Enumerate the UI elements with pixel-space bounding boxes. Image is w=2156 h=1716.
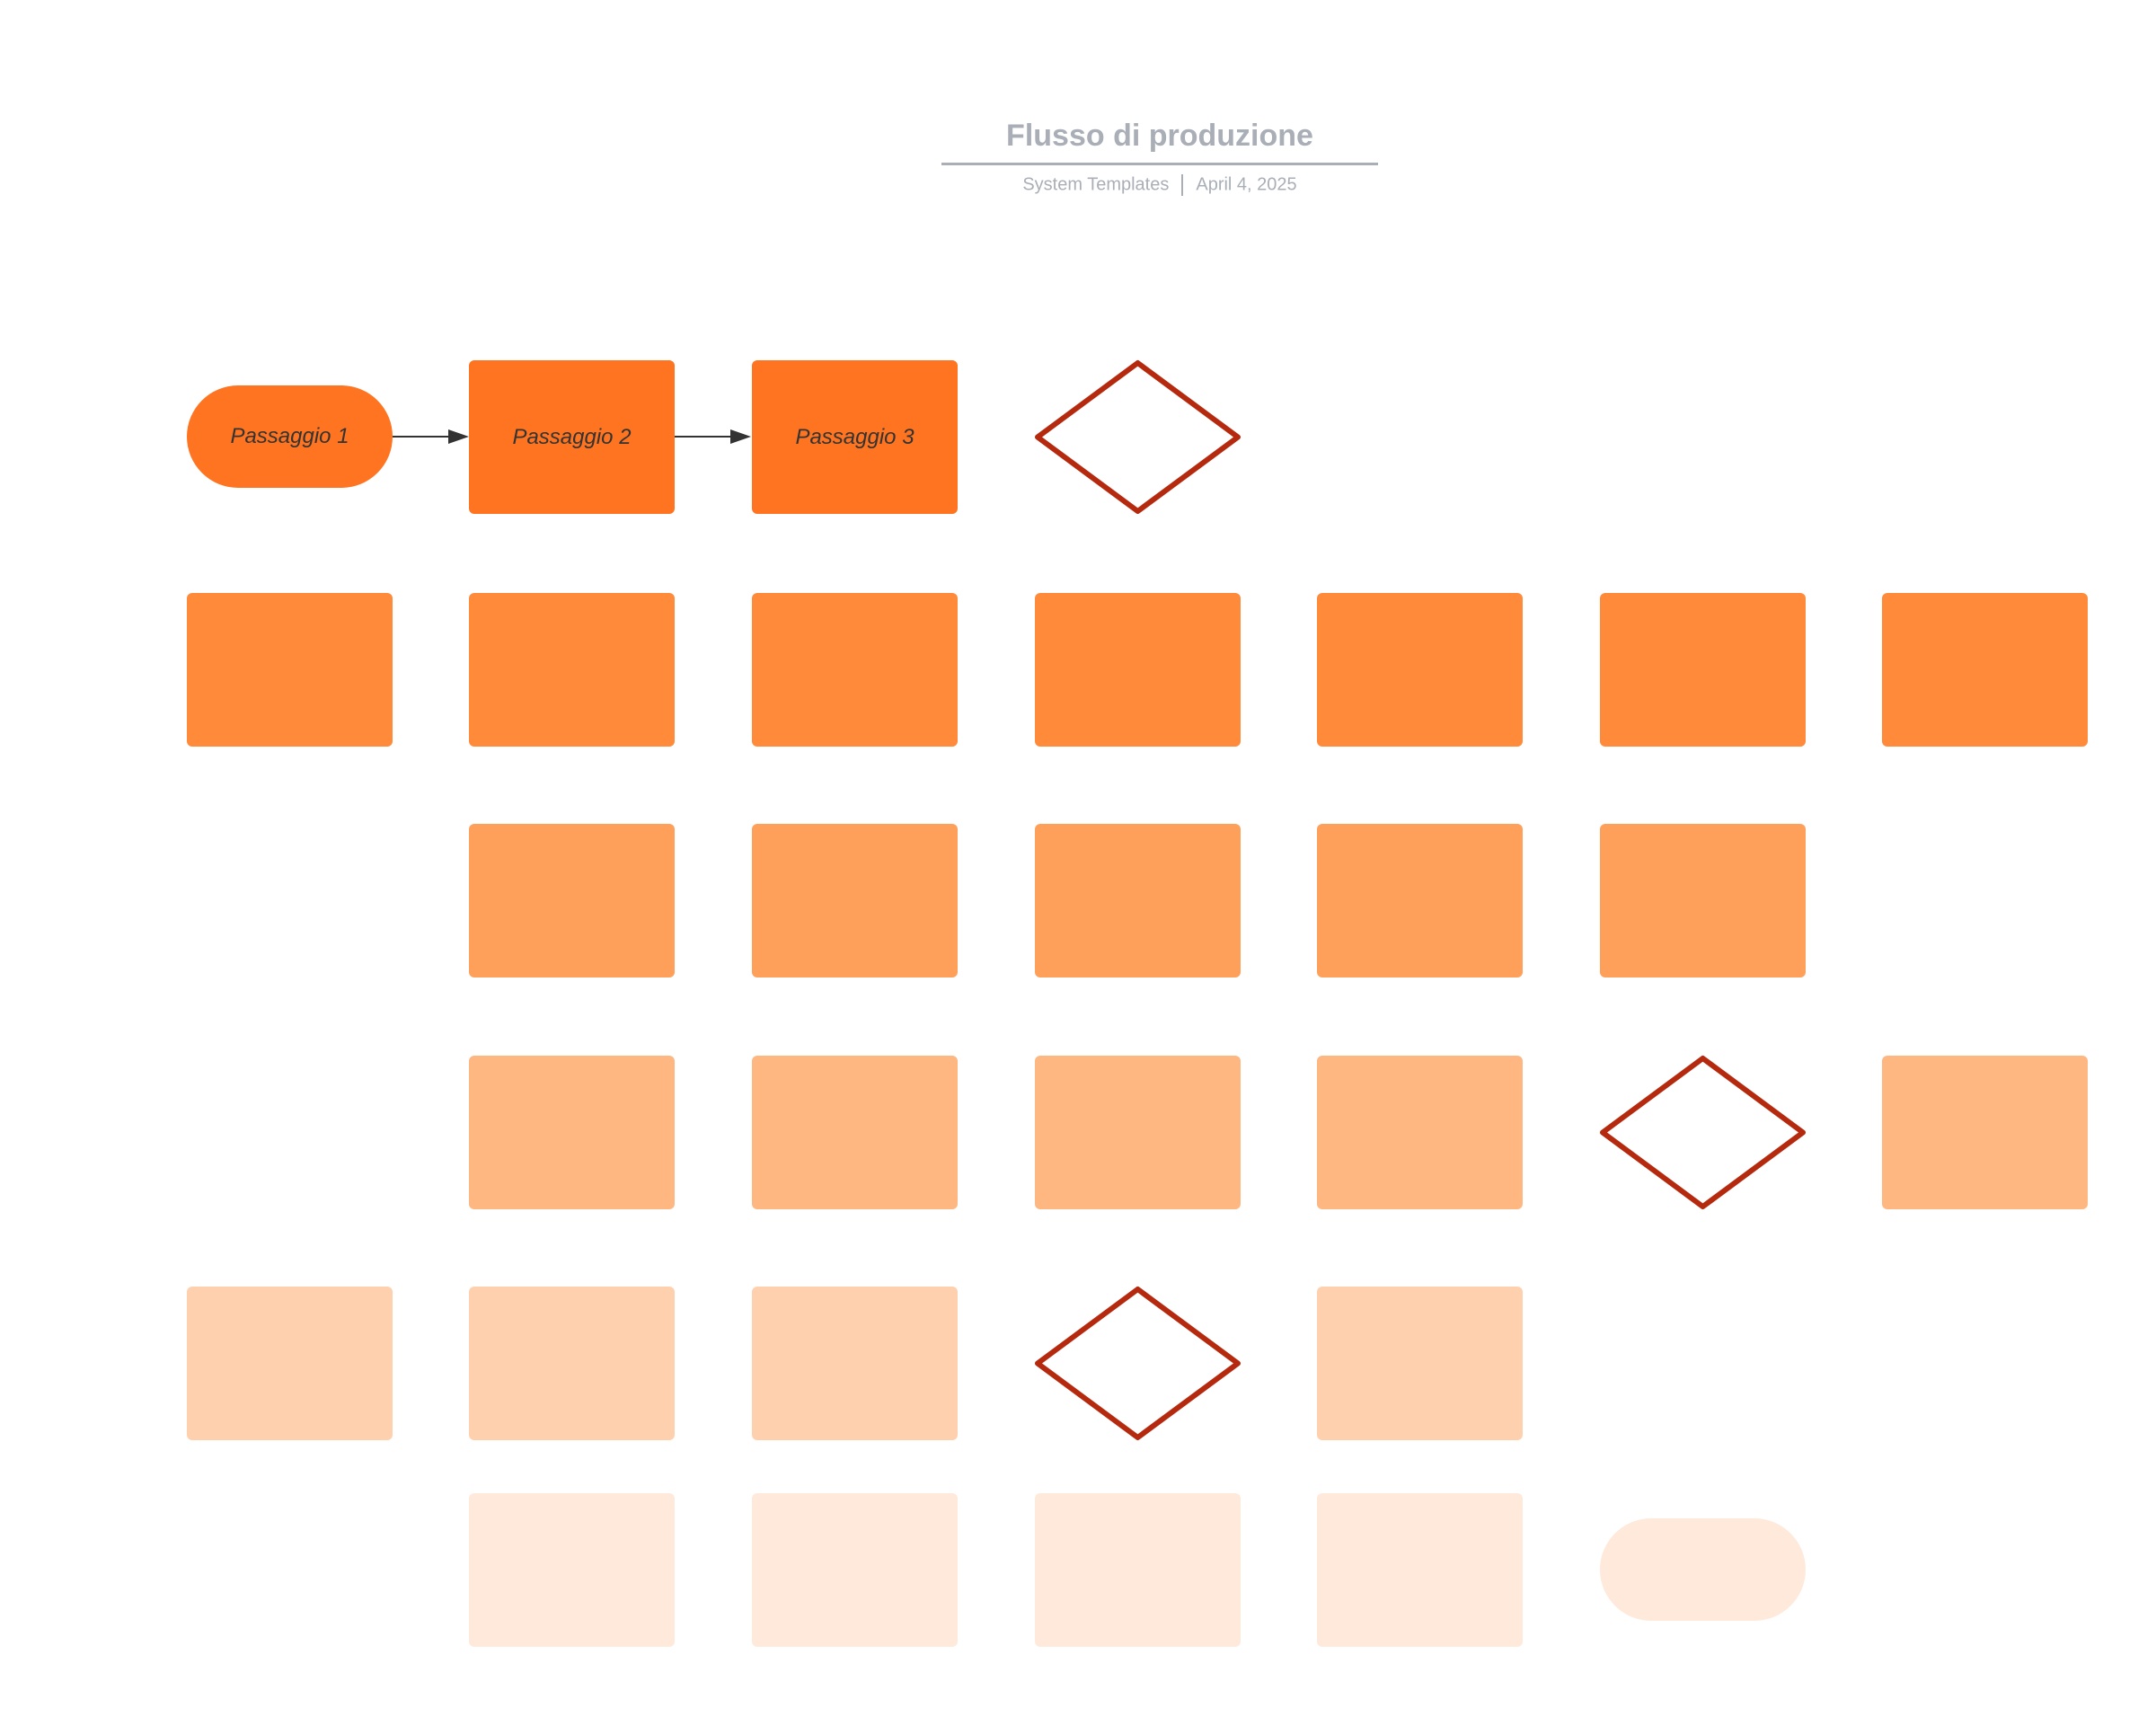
process-step-2[interactable]: Passaggio 2 xyxy=(469,360,675,514)
date: April 4, 2025 xyxy=(1196,174,1297,195)
process-shape[interactable] xyxy=(752,1056,958,1209)
process-shape[interactable] xyxy=(1035,824,1241,977)
process-shape[interactable] xyxy=(469,1493,675,1647)
separator xyxy=(1181,174,1184,196)
process-shape[interactable] xyxy=(1035,1493,1241,1647)
step-label: Passaggio 2 xyxy=(512,424,632,449)
process-shape[interactable] xyxy=(187,593,393,747)
connector-arrow[interactable] xyxy=(393,428,473,446)
process-step-3[interactable]: Passaggio 3 xyxy=(752,360,958,514)
step-label: Passaggio 3 xyxy=(795,424,915,449)
title-underline xyxy=(941,163,1378,165)
step-label: Passaggio 1 xyxy=(230,424,349,448)
process-shape[interactable] xyxy=(187,1287,393,1440)
decision-shape[interactable] xyxy=(1035,360,1241,514)
subtitle: System Templates April 4, 2025 xyxy=(941,174,1378,196)
process-shape[interactable] xyxy=(469,824,675,977)
process-shape[interactable] xyxy=(1317,824,1523,977)
process-shape[interactable] xyxy=(1882,1056,2088,1209)
page-title: Flusso di produzione xyxy=(1006,119,1313,153)
author: System Templates xyxy=(1022,174,1170,195)
process-shape[interactable] xyxy=(1882,593,2088,747)
process-shape[interactable] xyxy=(469,1287,675,1440)
process-shape[interactable] xyxy=(1317,1056,1523,1209)
process-shape[interactable] xyxy=(1035,593,1241,747)
process-shape[interactable] xyxy=(1317,593,1523,747)
process-shape[interactable] xyxy=(469,593,675,747)
decision-shape[interactable] xyxy=(1600,1056,1806,1209)
process-shape[interactable] xyxy=(752,1287,958,1440)
process-shape[interactable] xyxy=(752,593,958,747)
decision-shape[interactable] xyxy=(1035,1287,1241,1440)
process-shape[interactable] xyxy=(752,824,958,977)
process-shape[interactable] xyxy=(1600,593,1806,747)
process-shape[interactable] xyxy=(1317,1493,1523,1647)
process-shape[interactable] xyxy=(752,1493,958,1647)
connector-arrow[interactable] xyxy=(675,428,755,446)
process-shape[interactable] xyxy=(1035,1056,1241,1209)
terminator-step-1[interactable]: Passaggio 1 xyxy=(187,385,393,488)
process-shape[interactable] xyxy=(1317,1287,1523,1440)
process-shape[interactable] xyxy=(1600,824,1806,977)
terminator-shape[interactable] xyxy=(1600,1518,1806,1621)
process-shape[interactable] xyxy=(469,1056,675,1209)
